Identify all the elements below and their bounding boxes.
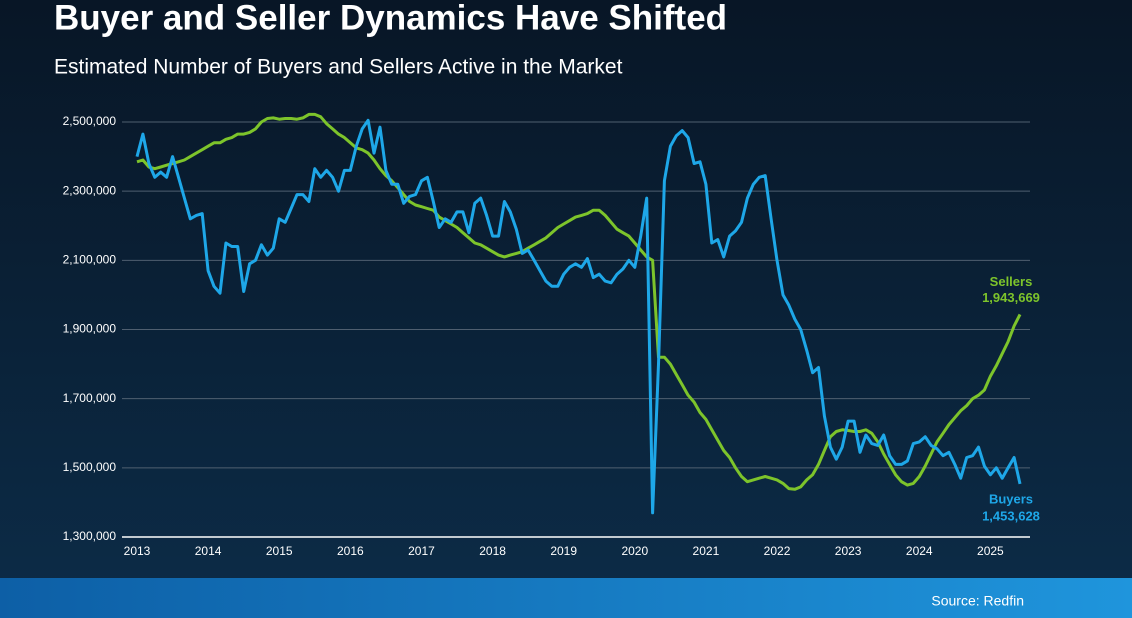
series-line: [135, 118, 1022, 515]
y-tick-label: 2,500,000: [63, 114, 117, 128]
series-line: [136, 112, 1022, 491]
x-tick-label: 2022: [764, 544, 791, 558]
chart-title: Buyer and Seller Dynamics Have Shifted: [54, 0, 727, 37]
x-tick-label: 2019: [550, 544, 577, 558]
x-tick-label: 2025: [977, 544, 1004, 558]
y-tick-label: 1,500,000: [63, 460, 117, 474]
x-tick-label: 2018: [479, 544, 506, 558]
x-tick-label: 2024: [906, 544, 933, 558]
series-name: Sellers: [990, 274, 1033, 289]
y-tick-label: 1,300,000: [63, 529, 117, 543]
x-tick-label: 2016: [337, 544, 364, 558]
x-tick-label: 2023: [835, 544, 862, 558]
x-tick-label: 2013: [124, 544, 151, 558]
x-tick-label: 2021: [693, 544, 720, 558]
source: Source: Redfin: [931, 593, 1024, 609]
footer-band: [0, 578, 1132, 618]
series-name: Buyers: [989, 491, 1033, 506]
x-tick-label: 2017: [408, 544, 435, 558]
x-tick-label: 2020: [621, 544, 648, 558]
series-last-label: 1,943,669: [982, 290, 1040, 305]
y-tick-label: 2,300,000: [63, 183, 117, 197]
series-last-label: 1,453,628: [982, 508, 1040, 523]
y-tick-label: 2,100,000: [63, 253, 117, 267]
y-tick-label: 1,900,000: [63, 322, 117, 336]
y-tick-label: 1,700,000: [63, 391, 117, 405]
x-tick-label: 2014: [195, 544, 222, 558]
chart-subtitle: Estimated Number of Buyers and Sellers A…: [54, 56, 623, 79]
x-tick-label: 2015: [266, 544, 293, 558]
